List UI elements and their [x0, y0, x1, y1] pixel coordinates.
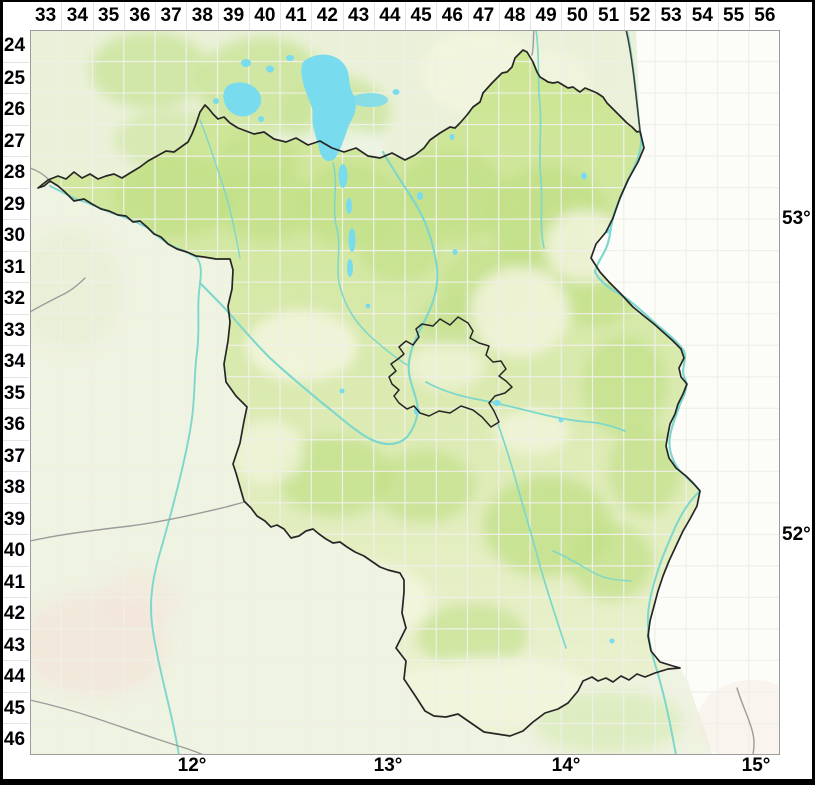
row-label-40: 40	[0, 534, 29, 566]
column-label-42: 42	[311, 2, 342, 30]
row-label-33: 33	[0, 313, 29, 346]
river-ucker	[535, 30, 545, 249]
row-label-28: 28	[0, 156, 29, 188]
column-label-45: 45	[405, 2, 436, 30]
column-label-44: 44	[373, 2, 405, 30]
column-label-37: 37	[155, 2, 186, 30]
rivers	[49, 30, 702, 755]
row-label-41: 41	[0, 565, 29, 598]
column-label-53: 53	[655, 2, 686, 30]
column-label-55: 55	[717, 2, 749, 30]
river-neisse	[646, 490, 701, 755]
outer-frame-right	[812, 0, 815, 785]
row-label-39: 39	[0, 502, 29, 535]
column-label-40: 40	[248, 2, 280, 30]
column-label-33: 33	[35, 5, 57, 26]
river-dosse	[199, 119, 241, 259]
latitude-label-52deg: 52°	[782, 524, 811, 545]
column-label-50: 50	[561, 2, 592, 30]
row-label-31: 31	[0, 250, 29, 283]
row-label-26: 26	[0, 93, 29, 125]
row-label-45: 45	[0, 691, 29, 724]
column-label-43: 43	[342, 2, 374, 30]
longitude-label-12deg: 12°	[177, 755, 207, 776]
row-label-37: 37	[0, 439, 29, 472]
latitude-label-53deg: 53°	[782, 208, 811, 229]
row-label-29: 29	[0, 187, 29, 220]
lake-mueritz	[301, 54, 356, 162]
row-label-24: 24	[3, 35, 26, 56]
footer-divider-bar	[0, 779, 815, 785]
longitude-label-15deg: 15°	[741, 755, 771, 776]
river-havel	[198, 150, 439, 446]
river-oder	[593, 129, 702, 493]
row-label-46: 46	[0, 723, 29, 755]
row-label-44: 44	[0, 660, 29, 692]
border-oder-north	[625, 30, 641, 131]
row-label-30: 30	[0, 219, 29, 251]
column-label-48: 48	[498, 2, 530, 30]
column-label-36: 36	[123, 2, 155, 30]
longitude-label-13deg: 13°	[373, 755, 403, 776]
map-canvas[interactable]	[30, 30, 780, 755]
outer-frame-left	[0, 0, 3, 785]
row-label-35: 35	[0, 376, 29, 409]
row-label-25: 25	[0, 61, 29, 94]
column-label-49: 49	[530, 2, 561, 30]
outer-frame-top	[0, 0, 815, 2]
column-label-39: 39	[217, 2, 249, 30]
row-label-27: 27	[0, 124, 29, 157]
column-label-56: 56	[748, 2, 780, 30]
column-label-54: 54	[686, 2, 717, 30]
map-frame	[30, 30, 780, 755]
river-rhin	[332, 162, 408, 366]
topographic-map	[30, 30, 780, 755]
column-label-35: 35	[92, 2, 124, 30]
river-spree-lower	[552, 550, 632, 582]
row-label-43: 43	[0, 628, 29, 661]
row-label-32: 32	[0, 282, 29, 314]
row-label-34: 34	[0, 345, 29, 377]
column-label-38: 38	[186, 2, 217, 30]
lakes	[213, 54, 615, 644]
column-label-34: 34	[61, 2, 92, 30]
row-label-38: 38	[0, 471, 29, 503]
river-spree	[425, 381, 626, 432]
row-label-42: 42	[0, 597, 29, 629]
lake-plauer	[223, 82, 262, 117]
longitude-label-14deg: 14°	[551, 755, 581, 776]
column-label-47: 47	[467, 2, 499, 30]
row-label-36: 36	[0, 408, 29, 440]
column-label-52: 52	[623, 2, 655, 30]
river-dahme	[497, 423, 567, 649]
column-label-51: 51	[592, 2, 624, 30]
column-label-41: 41	[280, 2, 311, 30]
river-elbe	[49, 185, 202, 755]
column-label-46: 46	[436, 2, 467, 30]
